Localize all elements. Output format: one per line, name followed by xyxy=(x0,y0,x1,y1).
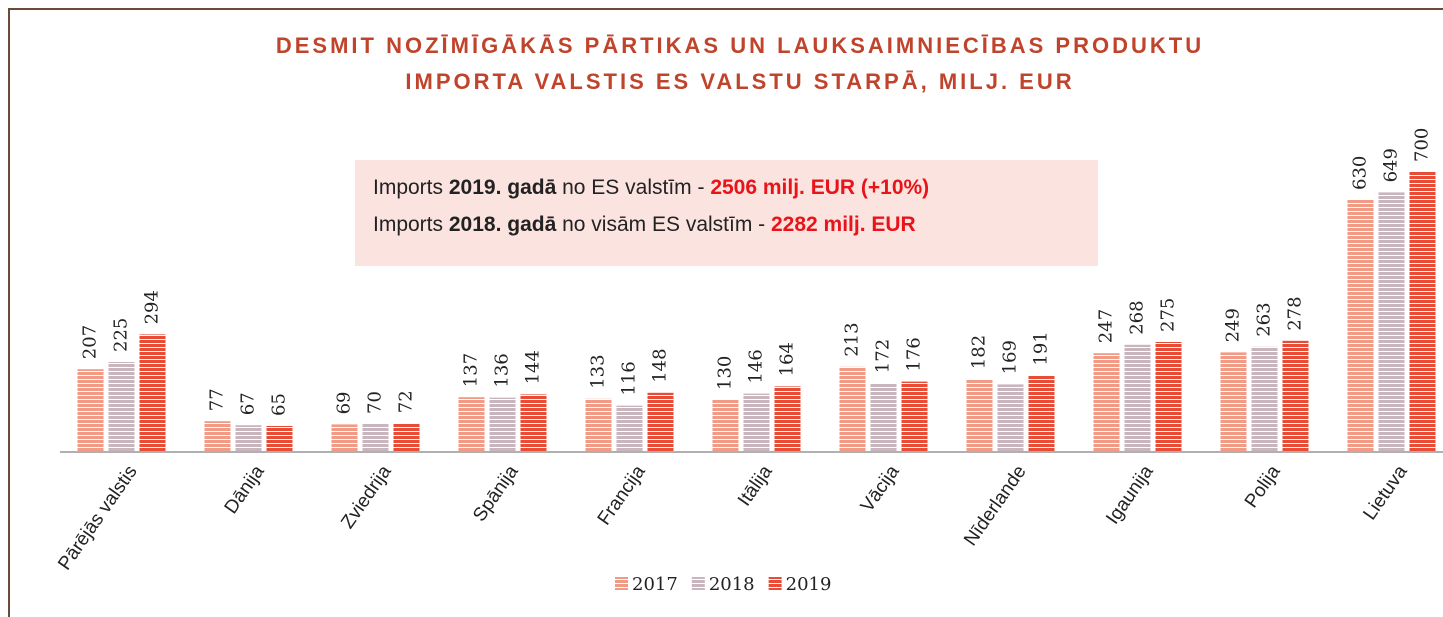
bar xyxy=(139,334,166,452)
annotation-line: Imports 2019. gadā no ES valstīm - 2506 … xyxy=(373,176,929,199)
bar xyxy=(1220,352,1247,452)
value-label: 182 xyxy=(969,335,990,369)
annotation-box xyxy=(355,160,1098,266)
bar xyxy=(966,379,993,452)
value-label: 207 xyxy=(80,325,101,359)
frame xyxy=(8,8,1443,617)
legend-swatch xyxy=(691,577,705,590)
bar xyxy=(870,383,897,452)
value-label: 278 xyxy=(1285,296,1306,330)
annotation-text: 2018. gadā xyxy=(449,213,557,236)
bar xyxy=(774,386,801,452)
x-tick-label: Polija xyxy=(1241,461,1285,511)
bar xyxy=(77,369,104,452)
annotation-text: Imports xyxy=(373,213,449,236)
value-label: 67 xyxy=(238,392,259,415)
legend-label: 2019 xyxy=(786,574,832,595)
bar xyxy=(743,393,770,452)
bar xyxy=(1028,375,1055,452)
annotation-text: no visām ES valstīm - xyxy=(556,213,771,236)
x-tick-label: Igaunija xyxy=(1102,461,1158,528)
x-tick-label: Itālija xyxy=(734,461,777,510)
value-label: 69 xyxy=(334,391,355,414)
value-label: 133 xyxy=(588,354,609,388)
bar xyxy=(520,394,547,452)
bar xyxy=(901,381,928,452)
value-label: 263 xyxy=(1254,302,1275,336)
bar xyxy=(1378,192,1405,452)
value-label: 630 xyxy=(1350,156,1371,190)
annotation-text: no ES valstīm - xyxy=(556,176,710,199)
value-label: 144 xyxy=(523,350,544,384)
x-tick-label: Pārējās valstis xyxy=(54,462,141,574)
value-label: 225 xyxy=(111,318,132,352)
value-label: 148 xyxy=(650,348,671,382)
annotation-text: 2019. gadā xyxy=(449,176,557,199)
bar xyxy=(393,423,420,452)
value-label: 275 xyxy=(1158,298,1179,332)
x-tick-label: Dānija xyxy=(221,461,269,518)
bar xyxy=(1155,342,1182,452)
legend-swatch xyxy=(615,577,628,590)
value-label: 146 xyxy=(746,349,767,383)
x-tick-label: Lietuva xyxy=(1359,461,1412,524)
value-label: 249 xyxy=(1223,308,1244,342)
value-label: 72 xyxy=(396,390,417,413)
x-tick-label: Francija xyxy=(594,461,650,529)
legend-label: 2017 xyxy=(632,574,678,595)
value-label: 136 xyxy=(492,353,513,387)
chart-title: DESMIT NOZĪMĪGĀKĀS PĀRTIKAS UN LAUKSAIMN… xyxy=(276,33,1204,58)
bar xyxy=(1093,353,1120,452)
value-label: 191 xyxy=(1031,331,1052,365)
bar xyxy=(1124,344,1151,452)
x-tick-label: Nīderlande xyxy=(960,462,1031,550)
bar xyxy=(1282,340,1309,452)
annotation-text: 2506 milj. EUR (+10%) xyxy=(710,176,929,199)
legend-label: 2018 xyxy=(709,574,755,595)
value-label: 176 xyxy=(904,337,925,371)
value-label: 70 xyxy=(365,391,386,414)
bar xyxy=(585,398,612,452)
value-label: 247 xyxy=(1096,309,1117,343)
x-tick-label: Spānija xyxy=(469,461,523,525)
value-label: 130 xyxy=(715,356,736,390)
annotation-text: Imports xyxy=(373,176,449,199)
bar xyxy=(1347,200,1374,452)
annotation-text: 2282 milj. EUR xyxy=(771,213,916,236)
value-label: 700 xyxy=(1412,128,1433,162)
legend-swatch xyxy=(768,577,782,590)
bar xyxy=(362,424,389,452)
annotation-line: Imports 2018. gadā no visām ES valstīm -… xyxy=(373,213,916,236)
bar xyxy=(1409,172,1436,452)
value-label: 137 xyxy=(461,353,482,387)
bar xyxy=(616,405,643,452)
bar xyxy=(108,362,135,452)
bar xyxy=(1251,346,1278,452)
bar xyxy=(839,366,866,452)
bar xyxy=(331,424,358,452)
bar xyxy=(712,400,739,452)
x-tick-label: Vācija xyxy=(857,461,904,516)
bar xyxy=(997,384,1024,452)
x-tick-label: Zviedrija xyxy=(337,461,396,532)
value-label: 164 xyxy=(777,342,798,376)
value-label: 65 xyxy=(269,393,290,416)
chart-title: IMPORTA VALSTIS ES VALSTU STARPĀ, MILJ. … xyxy=(405,69,1074,94)
bar xyxy=(647,392,674,452)
value-label: 172 xyxy=(873,339,894,373)
bar xyxy=(204,421,231,452)
bar xyxy=(489,397,516,452)
value-label: 169 xyxy=(1000,340,1021,374)
value-label: 268 xyxy=(1127,300,1148,334)
bar xyxy=(235,425,262,452)
value-label: 213 xyxy=(842,322,863,356)
value-label: 116 xyxy=(619,361,640,395)
value-label: 649 xyxy=(1381,148,1402,182)
bar xyxy=(266,426,293,452)
bar xyxy=(458,397,485,452)
value-label: 77 xyxy=(207,388,228,411)
value-label: 294 xyxy=(142,290,163,324)
